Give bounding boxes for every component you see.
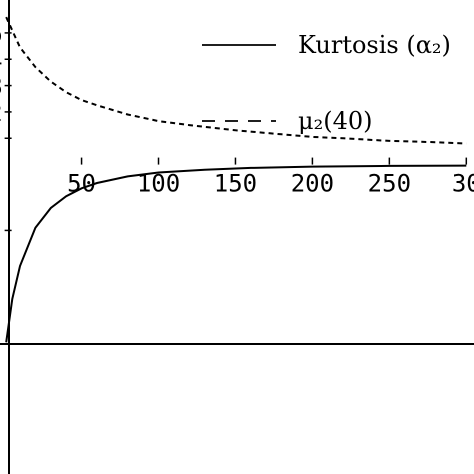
ticks	[4, 32, 468, 232]
x-tick-label-300: 30	[452, 170, 474, 198]
y-tick-label-4: 4	[0, 46, 3, 74]
legend-label-solid: Kurtosis (α₂)	[298, 31, 451, 59]
series-line-solid	[5, 164, 467, 343]
series-line-dashed	[5, 16, 467, 145]
y-tick-label-0: -	[0, 217, 3, 245]
y-tick-label-3: 8	[0, 73, 3, 101]
x-tick-label-200: 200	[291, 170, 334, 198]
y-tick-label-5: 6	[0, 20, 3, 48]
x-tick-label-150: 150	[214, 170, 257, 198]
series	[5, 16, 467, 343]
legend: Kurtosis (α₂) μ₂(40)	[202, 31, 451, 135]
legend-label-dashed: μ₂(40)	[298, 107, 372, 135]
x-tick-label-250: 250	[368, 170, 411, 198]
y-tick-label-2: 2	[0, 99, 3, 127]
